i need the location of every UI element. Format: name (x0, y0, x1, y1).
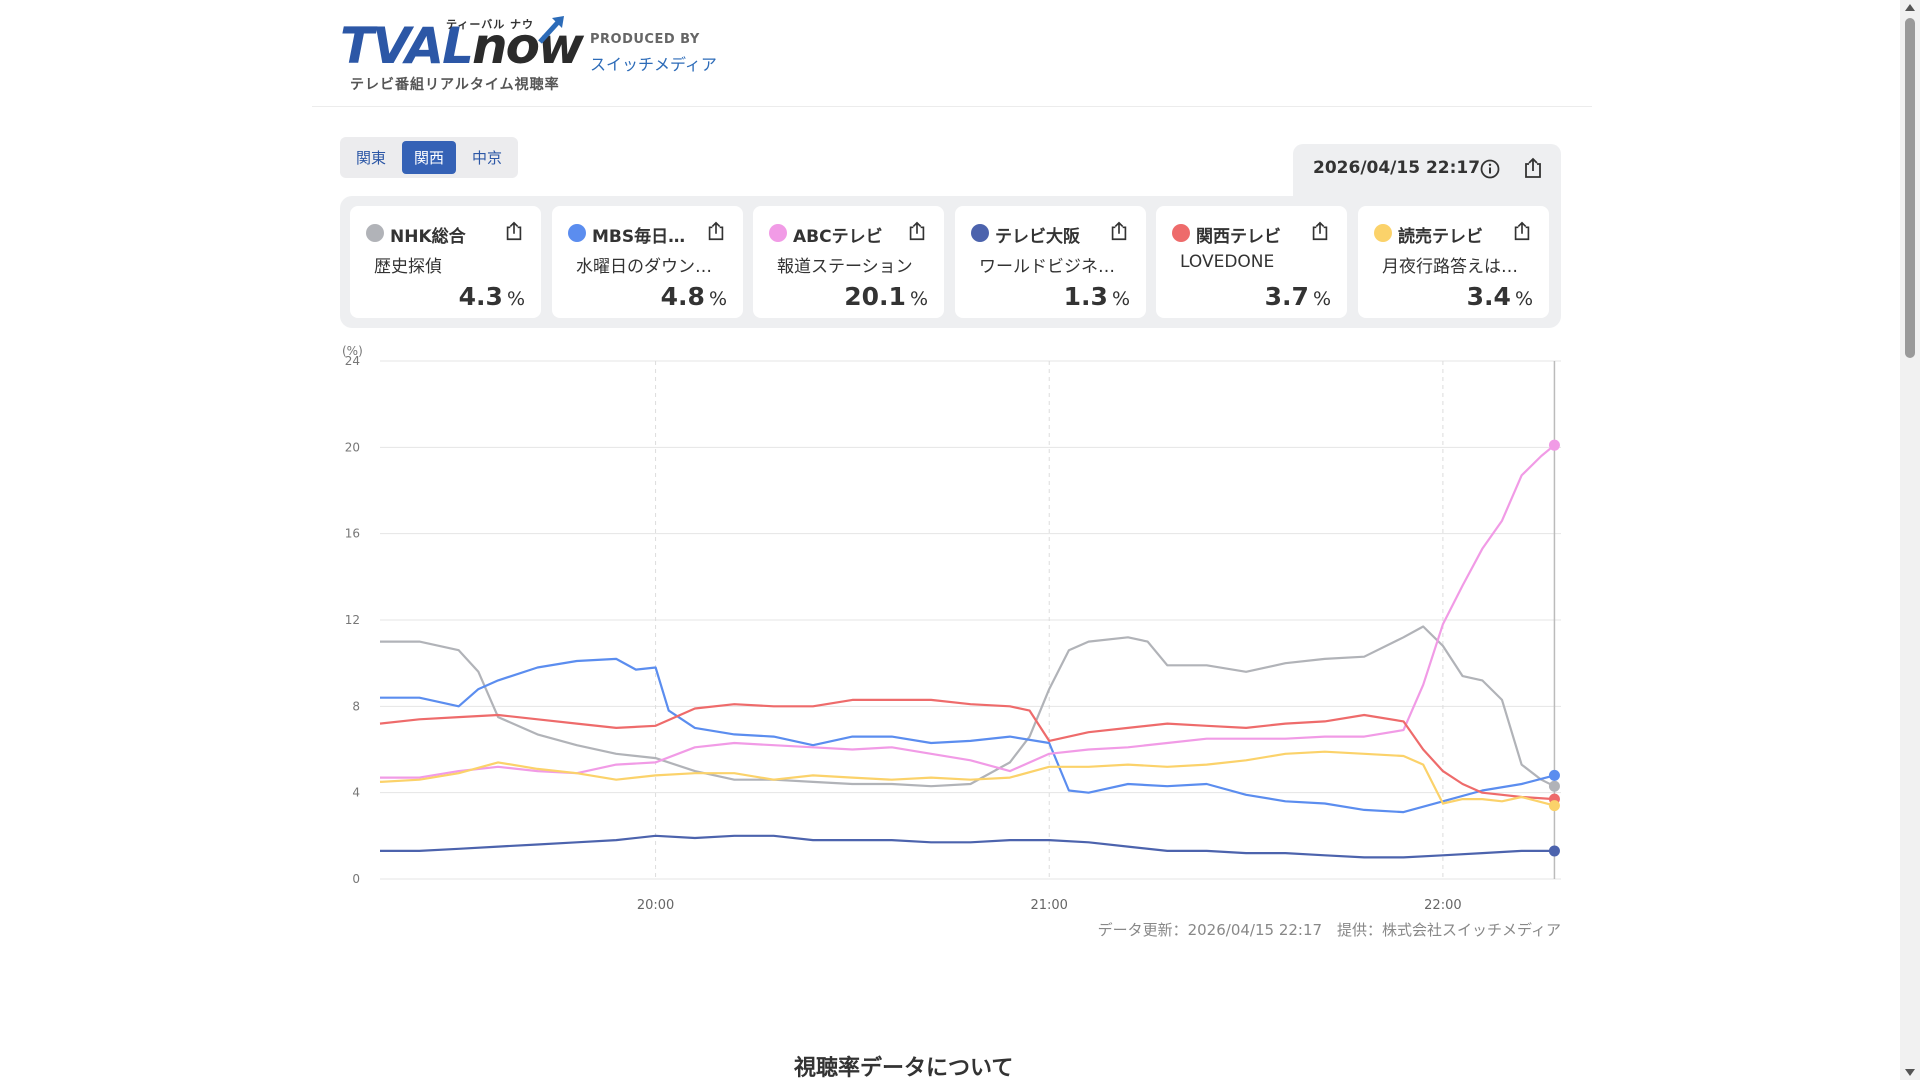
tvalnow-logo[interactable]: TVALnow ティーバル ナウ テレビ番組リアルタイム視聴率 (340, 14, 584, 94)
info-icon[interactable] (1479, 158, 1501, 180)
program-title: ワールドビジネ… (979, 257, 1115, 277)
produced-by-label: PRODUCED BY (590, 32, 700, 47)
current-datetime: 2026/04/15 22:17 (1313, 158, 1481, 178)
program-title: 水曜日のダウン… (576, 257, 712, 277)
about-heading: 視聴率データについて (794, 1056, 1014, 1081)
share-icon[interactable] (1108, 220, 1130, 242)
tab-chukyo[interactable]: 中京 (472, 149, 503, 167)
rating-value: 4.8% (660, 282, 727, 311)
program-title: 報道ステーション (777, 257, 913, 277)
logo-subtitle: テレビ番組リアルタイム視聴率 (350, 77, 560, 93)
rating-value: 3.7% (1264, 282, 1331, 311)
station-card-nhk[interactable]: NHK総合 歴史探偵 4.3% (350, 206, 541, 318)
y-tick-label: 24 (345, 354, 360, 368)
series-line-5 (379, 750, 1555, 807)
station-card-ytv[interactable]: 読売テレビ 月夜行路答えは… 3.4% (1358, 206, 1549, 318)
scrollbar-thumb[interactable] (1905, 18, 1915, 358)
series-end-point-0 (1548, 780, 1560, 792)
rating-value: 3.4% (1466, 282, 1533, 311)
station-name: テレビ大阪 (995, 227, 1080, 247)
program-title: 歴史探偵 (374, 257, 442, 277)
series-line-1 (380, 657, 1555, 814)
region-tabs: 関東 関西 中京 (340, 137, 519, 178)
series-line-3 (380, 834, 1555, 859)
series-line-4 (379, 698, 1555, 801)
series-line-2 (380, 444, 1556, 779)
station-color-dot (1172, 224, 1190, 242)
y-tick-label: 4 (352, 786, 360, 800)
series-end-point-1 (1548, 769, 1560, 781)
station-card-ktv[interactable]: 関西テレビ LOVEDONE 3.7% (1156, 206, 1347, 318)
station-color-dot (568, 224, 586, 242)
share-icon[interactable] (705, 220, 727, 242)
program-title: LOVEDONE (1180, 252, 1275, 272)
page-scrollbar[interactable] (1900, 0, 1920, 1080)
station-color-dot (769, 224, 787, 242)
share-icon[interactable] (1521, 156, 1545, 180)
series-end-point-5 (1548, 800, 1560, 812)
x-tick-label: 20:00 (637, 898, 674, 913)
y-tick-label: 16 (345, 527, 360, 541)
station-name: ABCテレビ (793, 227, 883, 247)
y-tick-label: 0 (352, 872, 360, 886)
x-tick-label: 22:00 (1424, 898, 1461, 913)
share-icon[interactable] (906, 220, 928, 242)
ratings-line-chart[interactable]: 0 4 8 12 16 20 24(%) 20:00 21:00 22:00 (330, 345, 1570, 920)
station-color-dot (971, 224, 989, 242)
rating-value: 4.3% (458, 282, 525, 311)
tab-kansai[interactable]: 関西 (402, 141, 457, 174)
producer-link[interactable]: スイッチメディア (590, 55, 717, 74)
tab-kanto[interactable]: 関東 (356, 149, 387, 167)
share-icon[interactable] (1309, 220, 1331, 242)
logo-arrow-icon (538, 16, 564, 44)
share-icon[interactable] (503, 220, 525, 242)
series-end-point-2 (1548, 439, 1560, 451)
y-tick-label: 12 (345, 613, 360, 627)
program-title: 月夜行路答えは… (1382, 257, 1518, 277)
produced-by: PRODUCED BY スイッチメディア (590, 32, 717, 75)
rating-value: 1.3% (1063, 282, 1130, 311)
site-header: TVALnow ティーバル ナウ テレビ番組リアルタイム視聴率 PRODUCED… (312, 0, 1592, 107)
datetime-box: 2026/04/15 22:17 (1293, 144, 1561, 198)
y-tick-label: 20 (345, 440, 360, 454)
share-icon[interactable] (1511, 220, 1533, 242)
station-color-dot (1374, 224, 1392, 242)
series-end-point-3 (1548, 845, 1560, 857)
scroll-up-icon[interactable] (1905, 4, 1915, 11)
station-color-dot (366, 224, 384, 242)
station-card-abc[interactable]: ABCテレビ 報道ステーション 20.1% (753, 206, 944, 318)
station-name: MBS毎日… (592, 227, 686, 247)
x-tick-label: 21:00 (1030, 898, 1067, 913)
station-name: 読売テレビ (1398, 227, 1483, 247)
y-axis-unit: (%) (342, 345, 363, 358)
station-name: 関西テレビ (1196, 227, 1281, 247)
logo-kana: ティーバル ナウ (446, 18, 535, 31)
rating-value: 20.1% (844, 282, 928, 311)
logo-wordmark: TVALnow (340, 17, 584, 75)
chart-footer: データ更新：2026/04/15 22:17 提供：株式会社スイッチメディア (1097, 921, 1561, 939)
station-name: NHK総合 (390, 227, 466, 247)
scroll-down-icon[interactable] (1905, 1069, 1915, 1076)
station-card-mbs[interactable]: MBS毎日… 水曜日のダウン… 4.8% (552, 206, 743, 318)
station-cards-panel: NHK総合 歴史探偵 4.3% MBS毎日… 水曜日のダウン… 4.8% ABC… (340, 196, 1561, 328)
station-card-tvo[interactable]: テレビ大阪 ワールドビジネ… 1.3% (955, 206, 1146, 318)
series-line-0 (380, 625, 1555, 788)
y-tick-label: 8 (352, 699, 360, 713)
